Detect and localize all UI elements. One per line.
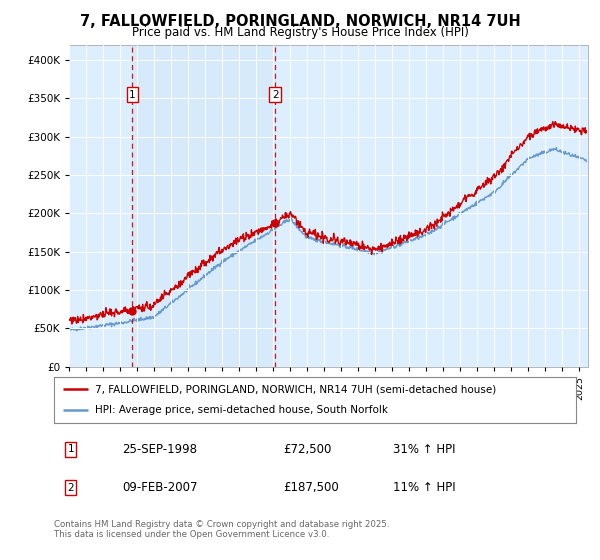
Text: £187,500: £187,500 [284,481,340,494]
Text: 2: 2 [272,90,278,100]
Text: 1: 1 [67,445,74,454]
Text: 25-SEP-1998: 25-SEP-1998 [122,443,197,456]
Text: 7, FALLOWFIELD, PORINGLAND, NORWICH, NR14 7UH: 7, FALLOWFIELD, PORINGLAND, NORWICH, NR1… [80,14,520,29]
Text: 2: 2 [67,483,74,493]
Text: Price paid vs. HM Land Registry's House Price Index (HPI): Price paid vs. HM Land Registry's House … [131,26,469,39]
Text: 1: 1 [129,90,136,100]
Text: 31% ↑ HPI: 31% ↑ HPI [394,443,456,456]
Text: 09-FEB-2007: 09-FEB-2007 [122,481,197,494]
Text: 7, FALLOWFIELD, PORINGLAND, NORWICH, NR14 7UH (semi-detached house): 7, FALLOWFIELD, PORINGLAND, NORWICH, NR1… [95,384,496,394]
Text: HPI: Average price, semi-detached house, South Norfolk: HPI: Average price, semi-detached house,… [95,405,388,416]
Text: Contains HM Land Registry data © Crown copyright and database right 2025.
This d: Contains HM Land Registry data © Crown c… [54,520,389,539]
Text: 11% ↑ HPI: 11% ↑ HPI [394,481,456,494]
Bar [133,45,275,367]
Text: £72,500: £72,500 [284,443,332,456]
